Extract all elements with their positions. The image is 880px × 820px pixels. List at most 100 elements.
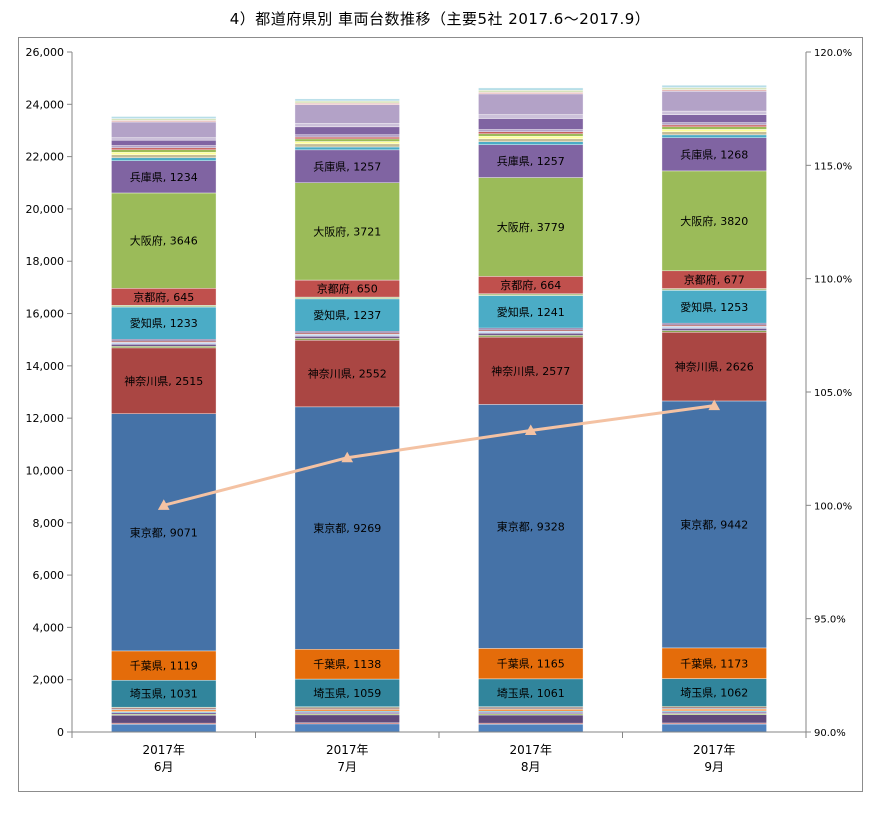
bar-segment xyxy=(661,126,767,130)
bar-segment xyxy=(294,102,400,105)
left-tick-label: 12,000 xyxy=(26,412,65,425)
data-label: 埼玉県, 1062 xyxy=(680,685,748,699)
chart-frame xyxy=(18,37,863,792)
bar-segment xyxy=(478,90,584,93)
bar-segment xyxy=(111,679,217,708)
bar-segment xyxy=(111,157,217,161)
bar-segment xyxy=(111,120,217,123)
bar-segment xyxy=(478,92,584,95)
data-label: 東京都, 9442 xyxy=(680,517,748,531)
bar-segment xyxy=(478,133,584,137)
bar-segment xyxy=(111,347,217,414)
bar-segment xyxy=(478,114,584,119)
data-label: 兵庫県, 1234 xyxy=(130,170,198,184)
bar-segment xyxy=(478,118,584,130)
bar-segment xyxy=(661,330,767,333)
bar-segment xyxy=(111,145,217,149)
bar-segment xyxy=(661,647,767,679)
bar-segment xyxy=(661,324,767,327)
bar-segments xyxy=(111,84,767,733)
bar-segment xyxy=(111,712,217,715)
data-label: 愛知県, 1237 xyxy=(313,308,381,322)
bar-segment xyxy=(478,129,584,133)
bar-segment xyxy=(478,177,584,277)
x-tick-label: 9月 xyxy=(704,760,724,774)
bar-segment xyxy=(478,329,584,332)
bar-segment xyxy=(294,98,400,102)
bar-segment xyxy=(661,129,767,132)
right-tick-label: 105.0% xyxy=(814,388,852,399)
right-tick-label: 115.0% xyxy=(814,161,852,172)
bar-segment xyxy=(294,712,400,715)
bar-segment xyxy=(478,332,584,336)
bar-segment xyxy=(661,122,767,126)
data-label: 千葉県, 1165 xyxy=(497,657,565,671)
bar-segment xyxy=(478,331,584,334)
bar-segment xyxy=(478,678,584,707)
bar-segment xyxy=(294,136,400,140)
bar-segment xyxy=(478,295,584,329)
x-tick-label: 7月 xyxy=(337,760,357,774)
data-label: 京都府, 664 xyxy=(500,278,561,292)
left-tick-label: 4,000 xyxy=(33,621,65,634)
bar-segment xyxy=(661,84,767,88)
data-label: 埼玉県, 1059 xyxy=(313,686,381,700)
bar-segment xyxy=(111,413,217,652)
bar-segment xyxy=(661,134,767,138)
left-tick-label: 14,000 xyxy=(26,360,65,373)
bar-segment xyxy=(661,170,767,272)
bar-segment xyxy=(478,709,584,712)
bar-segment xyxy=(111,121,217,138)
left-tick-label: 0 xyxy=(57,726,64,739)
bar-segment xyxy=(111,137,217,141)
bar-segment xyxy=(478,138,584,142)
bar-segment xyxy=(478,93,584,115)
bar-segment xyxy=(294,138,400,142)
ratio-marker xyxy=(157,499,170,510)
bar-segment xyxy=(111,140,217,146)
bar-segment xyxy=(111,339,217,342)
bar-segment xyxy=(661,326,767,329)
data-label: 兵庫県, 1268 xyxy=(680,147,748,161)
bar-segment xyxy=(661,322,767,326)
bar-segment xyxy=(294,709,400,712)
bar-segment xyxy=(478,712,584,715)
bar-segment xyxy=(294,134,400,138)
bar-segment xyxy=(478,141,584,145)
bar-segment xyxy=(111,346,217,349)
data-label: 大阪府, 3779 xyxy=(497,220,565,234)
bar-segment xyxy=(111,149,217,153)
data-label: 愛知県, 1253 xyxy=(680,300,748,314)
bar-segment xyxy=(294,338,400,341)
bar-segment xyxy=(294,332,400,335)
bar-segment xyxy=(294,331,400,334)
data-label: 大阪府, 3646 xyxy=(130,234,198,248)
ratio-marker xyxy=(708,399,721,411)
bar-segment xyxy=(294,143,400,148)
data-label: 神奈川県, 2577 xyxy=(491,364,570,378)
x-tick-label: 6月 xyxy=(154,760,174,774)
x-tick-label: 2017年 xyxy=(326,743,369,757)
data-label: 京都府, 650 xyxy=(317,282,378,296)
bar-segment xyxy=(294,334,400,337)
left-tick-label: 26,000 xyxy=(26,46,65,59)
left-tick-label: 2,000 xyxy=(33,674,65,687)
left-tick-label: 18,000 xyxy=(26,255,65,268)
right-tick-label: 120.0% xyxy=(814,48,852,59)
bar-segment xyxy=(294,296,400,300)
bar-segment xyxy=(661,678,767,707)
data-label: 東京都, 9071 xyxy=(130,525,198,539)
left-tick-label: 20,000 xyxy=(26,203,65,216)
bar-segment xyxy=(661,131,767,136)
right-tick-label: 90.0% xyxy=(814,728,846,739)
bar-segment xyxy=(111,154,217,159)
bar-segment xyxy=(478,293,584,296)
ratio-marker xyxy=(524,424,537,436)
bar-segment xyxy=(294,649,400,680)
data-label: 大阪府, 3820 xyxy=(680,214,748,228)
bar-segment xyxy=(294,339,400,408)
bar-segment xyxy=(661,89,767,92)
data-label: 東京都, 9269 xyxy=(313,521,381,535)
bar-segment xyxy=(111,709,217,712)
bar-segment xyxy=(111,723,217,733)
